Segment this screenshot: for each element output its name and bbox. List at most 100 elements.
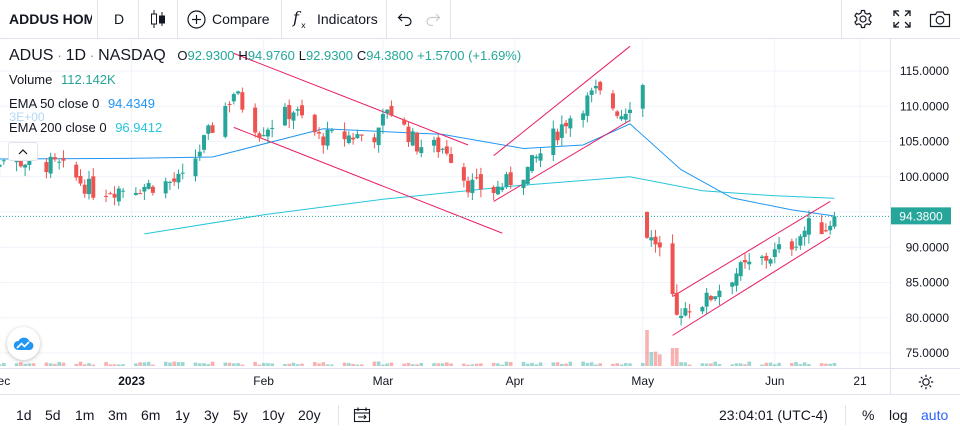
range-1m-button[interactable]: 1m (75, 406, 95, 423)
volume-bar (168, 362, 172, 366)
candle-body (18, 157, 23, 167)
candle-body (687, 311, 692, 313)
candle-body (738, 262, 743, 277)
volume-bar (355, 364, 360, 366)
legend-ema200[interactable]: EMA 200 close 0 96.9412 (9, 120, 162, 135)
price-axis-label: 105.0000 (899, 135, 949, 149)
volume-bar (236, 363, 240, 366)
channel-line[interactable] (493, 119, 631, 202)
volume-bar (53, 363, 57, 366)
volume-bar (555, 362, 560, 366)
channel-line[interactable] (493, 45, 631, 156)
candle-body (325, 129, 330, 146)
undo-button[interactable] (396, 0, 414, 38)
range-6m-button[interactable]: 6m (141, 406, 161, 423)
volume-bar (240, 364, 245, 366)
camera-icon (929, 11, 951, 28)
volume-bar (445, 362, 449, 366)
legend-close-value: 94.3800 (366, 48, 414, 63)
channel-line[interactable] (233, 126, 503, 234)
volume-bar (57, 361, 61, 366)
candle-body (180, 172, 185, 174)
indicators-button[interactable]: f x Indicators (291, 0, 378, 38)
volume-bar (738, 363, 743, 366)
toolbar-divider (281, 0, 282, 38)
timezone-clock[interactable]: 23:04:01 (UTC-4) (719, 406, 828, 423)
candle-body (329, 130, 334, 132)
ema200-line (144, 176, 835, 235)
range-5d-button[interactable]: 5d (45, 406, 61, 423)
volume-bar (151, 364, 155, 366)
volume-bar (700, 363, 705, 366)
candle-body (23, 164, 28, 168)
candle-body (615, 111, 620, 116)
candle-body (236, 91, 241, 94)
fullscreen-button[interactable] (890, 0, 914, 38)
volume-bar (82, 364, 87, 366)
goto-date-button[interactable] (353, 395, 371, 433)
price-axis-label: 85.0000 (906, 276, 950, 290)
candle-body (78, 175, 83, 184)
volume-bar (500, 364, 504, 366)
candle-body (598, 81, 603, 91)
percent-scale-button[interactable]: % (862, 406, 875, 423)
time-axis[interactable]: Dec 2023 Feb Mar Apr May Jun 21 (0, 368, 890, 394)
channel-line[interactable] (672, 200, 831, 298)
chart-pane[interactable] (0, 39, 890, 368)
range-3m-button[interactable]: 3m (108, 406, 128, 423)
volume-bar (31, 363, 36, 366)
price-axis[interactable]: 115.0000110.0000105.0000100.000095.00009… (890, 39, 960, 368)
log-scale-button[interactable]: log (889, 406, 908, 423)
volume-bar (295, 364, 300, 366)
volume-bar (743, 364, 747, 366)
range-5y-button[interactable]: 5y (233, 406, 248, 423)
price-chart[interactable] (0, 39, 890, 368)
range-1d-button[interactable]: 1d (16, 406, 32, 423)
candle-body (742, 259, 747, 263)
chart-type-button[interactable] (148, 0, 168, 38)
candle-body (206, 125, 211, 134)
axis-settings-button[interactable] (890, 368, 960, 394)
legend-symbol[interactable]: ADUS (9, 47, 54, 64)
range-20y-button[interactable]: 20y (298, 406, 321, 423)
volume-bar (594, 364, 598, 366)
auto-scale-button[interactable]: auto (921, 406, 949, 423)
price-axis-scale[interactable]: 115.0000110.0000105.0000100.000095.00009… (891, 39, 960, 368)
volume-bar (300, 363, 304, 366)
candle-body (359, 134, 364, 136)
legend-ema50[interactable]: EMA 50 close 0 94.4349 (9, 96, 155, 111)
range-10y-button[interactable]: 10y (262, 406, 285, 423)
ema50-value: 94.4349 (107, 96, 155, 111)
legend-collapse-button[interactable] (8, 142, 38, 161)
interval-button[interactable]: D (114, 11, 125, 27)
settings-button[interactable] (851, 0, 875, 38)
current-price-label: 94.3800 (899, 209, 943, 223)
volume-bar (462, 363, 466, 366)
volume-bar (747, 361, 752, 366)
range-3y-button[interactable]: 3y (204, 406, 219, 423)
volume-bar (470, 364, 475, 366)
compare-button[interactable]: Compare (187, 0, 270, 38)
redo-button[interactable] (424, 0, 442, 38)
candle-body (708, 295, 713, 300)
logo-button[interactable] (7, 327, 40, 360)
ema50-label: EMA 50 close 0 (9, 96, 100, 111)
sun-settings-icon (918, 374, 933, 389)
legend-volume[interactable]: Volume 112.142K (9, 72, 116, 87)
candle-body (346, 135, 351, 143)
symbol-search-button[interactable]: ADDUS HOM (9, 11, 92, 27)
range-1y-button[interactable]: 1y (175, 406, 190, 423)
legend-faint-text: ЗЕ+00 (9, 110, 45, 124)
time-axis-scale[interactable]: Dec 2023 Feb Mar Apr May Jun 21 (0, 369, 890, 395)
volume-bar (108, 364, 113, 366)
candle-body (299, 105, 304, 116)
channel-line[interactable] (233, 52, 469, 146)
volume-bar (521, 361, 526, 366)
volume-bar (112, 364, 117, 366)
channel-line[interactable] (672, 236, 831, 336)
candle-body (172, 178, 177, 182)
candle-body (355, 134, 360, 139)
volume-bar (687, 364, 692, 366)
snapshot-button[interactable] (928, 0, 952, 38)
candle-body (0, 164, 2, 167)
